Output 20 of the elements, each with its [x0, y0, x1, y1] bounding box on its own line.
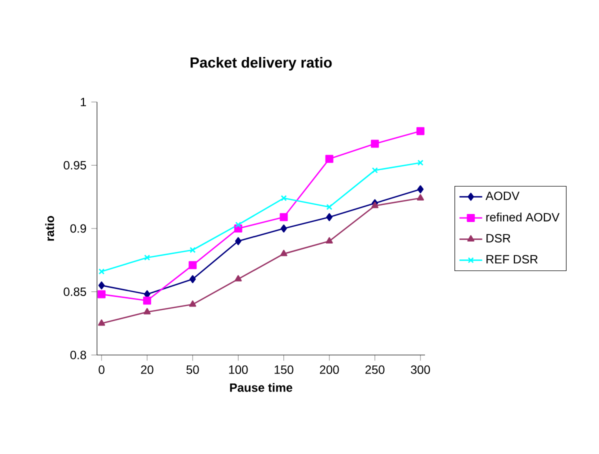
- legend-label: AODV: [486, 192, 520, 200]
- legend-label: DSR: [486, 234, 510, 242]
- x-tick-label: 150: [274, 365, 294, 374]
- x-tick-label: 0: [98, 365, 104, 374]
- y-tick-label: 0.85: [64, 287, 86, 296]
- y-axis-title: ratio: [45, 216, 54, 241]
- y-tick-label: 1: [80, 98, 86, 106]
- x-tick-label: 100: [229, 365, 248, 374]
- legend-label: REF DSR: [486, 255, 538, 264]
- legend-label: refined AODV: [486, 212, 560, 222]
- x-tick-label: 20: [141, 365, 154, 374]
- x-tick-label: 300: [410, 365, 430, 374]
- x-tick-label: 200: [320, 365, 339, 374]
- y-tick-label: 0.95: [64, 160, 86, 170]
- x-axis-title: Pause time: [230, 383, 292, 392]
- chart-title: Packet delivery ratio: [190, 56, 332, 71]
- x-tick-label: 250: [365, 365, 384, 374]
- x-tick-label: 50: [186, 365, 199, 374]
- y-tick-label: 0.9: [70, 224, 86, 233]
- y-tick-label: 0.8: [70, 350, 86, 360]
